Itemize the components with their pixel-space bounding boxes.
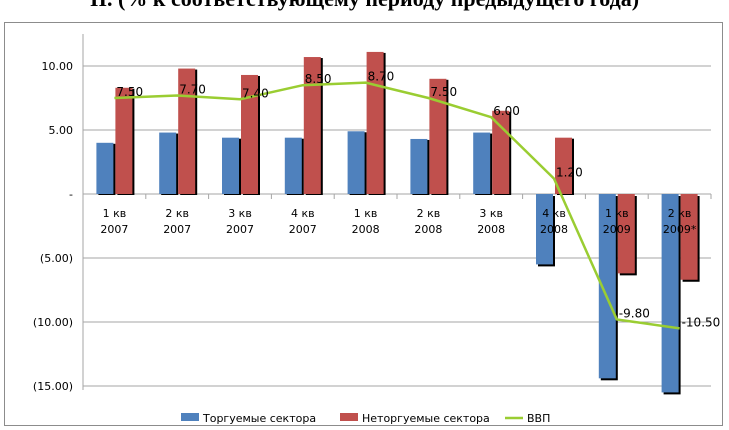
bar xyxy=(473,132,491,194)
x-tick-label: 2009 xyxy=(603,223,631,236)
x-tick-label: 2008 xyxy=(540,223,568,236)
x-tick-label: 2007 xyxy=(100,223,128,236)
legend-swatch xyxy=(340,413,358,421)
legend-swatch xyxy=(181,413,199,421)
data-label: 7.40 xyxy=(242,86,269,100)
bar xyxy=(680,194,698,280)
y-tick-label: 10.00 xyxy=(42,60,74,73)
legend-label: Торгуемые сектора xyxy=(202,412,316,425)
data-label: 1.20 xyxy=(556,166,583,180)
data-label: 8.70 xyxy=(368,70,395,84)
y-tick-label: (5.00) xyxy=(40,252,73,265)
data-label: -10.50 xyxy=(682,315,721,329)
data-label: 8.50 xyxy=(305,72,332,86)
bar xyxy=(555,137,572,194)
x-tick-label: 2008 xyxy=(352,223,380,236)
x-tick-label: 2008 xyxy=(477,223,505,236)
data-label: 7.50 xyxy=(430,85,457,99)
x-tick-label: 2008 xyxy=(414,223,442,236)
series-line-gdp xyxy=(114,81,680,330)
bar xyxy=(617,194,635,274)
data-label: 6.00 xyxy=(493,104,520,118)
bar xyxy=(115,87,133,194)
y-tick-label: (15.00) xyxy=(33,380,73,393)
bar xyxy=(661,194,679,393)
y-tick-label: (10.00) xyxy=(33,316,73,329)
y-tick-label: 5.00 xyxy=(49,124,74,137)
bar xyxy=(303,57,321,194)
x-tick-label: 2 кв xyxy=(668,207,692,220)
x-tick-label: 2009* xyxy=(663,223,697,236)
bar xyxy=(347,131,365,194)
bar xyxy=(410,138,428,194)
bar xyxy=(536,194,553,265)
x-tick-label: 2007 xyxy=(226,223,254,236)
x-tick-label: 1 кв xyxy=(354,207,378,220)
data-label: 7.50 xyxy=(116,85,143,99)
chart-frame xyxy=(4,22,723,426)
bar xyxy=(366,51,384,194)
x-tick-label: 3 кв xyxy=(479,207,503,220)
legend-label: Неторгуемые сектора xyxy=(362,412,490,425)
bar xyxy=(96,142,114,194)
bar xyxy=(492,110,510,194)
x-tick-label: 1 кв xyxy=(103,207,127,220)
data-label: -9.80 xyxy=(619,306,650,320)
x-tick-label: 3 кв xyxy=(228,207,252,220)
x-tick-label: 2 кв xyxy=(417,207,441,220)
bar xyxy=(429,78,447,194)
y-tick-label: - xyxy=(69,188,73,201)
page-title: II. (% к соответствующему периоду предыд… xyxy=(0,0,729,12)
legend-label: ВВП xyxy=(527,412,550,425)
x-tick-label: 2007 xyxy=(163,223,191,236)
bar xyxy=(241,74,258,194)
x-tick-label: 2 кв xyxy=(165,207,189,220)
data-label: 7.70 xyxy=(179,82,206,96)
bar xyxy=(178,68,196,194)
bar xyxy=(159,132,177,194)
x-tick-label: 4 кв xyxy=(542,207,566,220)
x-tick-label: 1 кв xyxy=(605,207,629,220)
bar xyxy=(598,194,616,379)
bar xyxy=(284,137,302,194)
bar xyxy=(222,137,239,194)
x-tick-label: 4 кв xyxy=(291,207,315,220)
x-tick-label: 2007 xyxy=(289,223,317,236)
